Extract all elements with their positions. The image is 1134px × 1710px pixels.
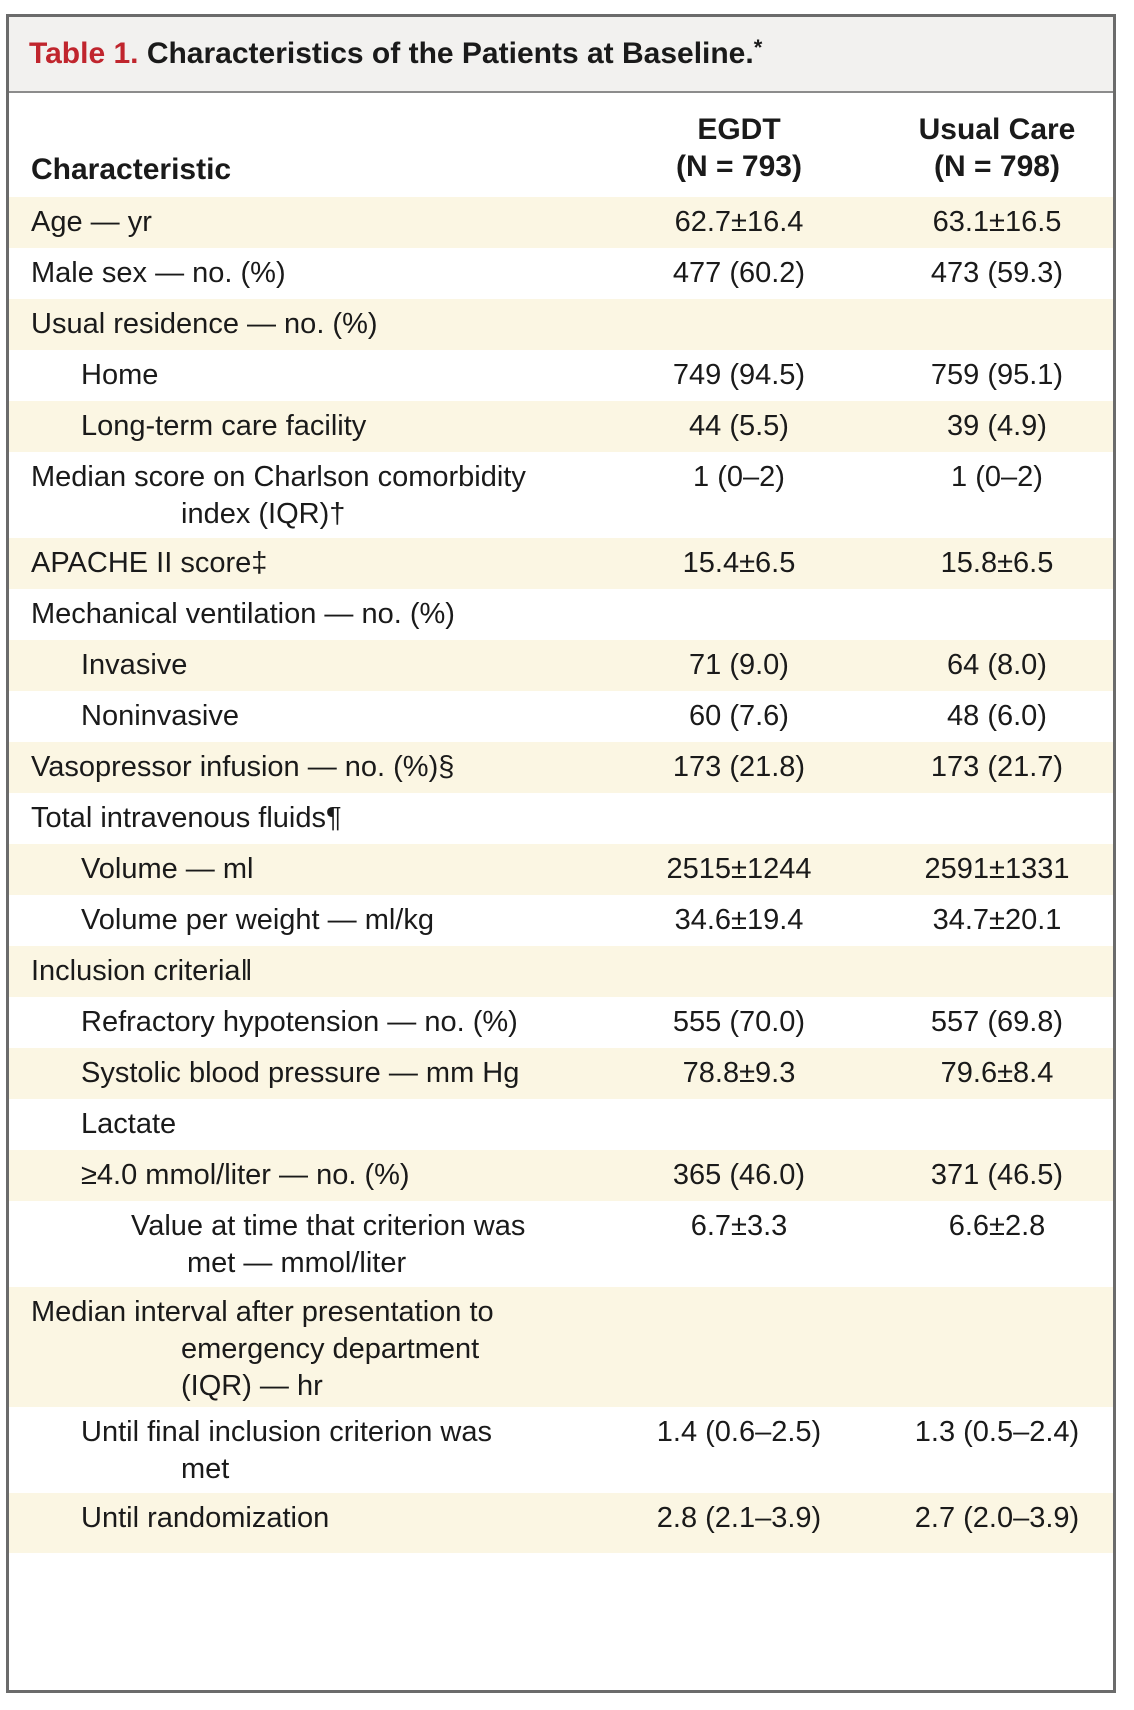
- egdt-value: 477 (60.2): [672, 257, 806, 289]
- table-row: Until randomization 2.8 (2.1–3.9) 2.7 (2…: [9, 1493, 1113, 1553]
- table-header: Characteristic EGDT (N = 793) Usual Care…: [9, 93, 1113, 197]
- table-row: Systolic blood pressure — mm Hg 78.8±9.3…: [9, 1048, 1113, 1099]
- usual-care-value: 48 (6.0): [947, 700, 1047, 732]
- table-title-footnote-mark: *: [753, 35, 763, 60]
- table-row: Age — yr 62.7±16.4 63.1±16.5: [9, 197, 1113, 248]
- header-egdt-n: (N = 793): [676, 150, 802, 183]
- row-label: Mechanical ventilation — no. (%): [31, 598, 455, 630]
- egdt-value: 1 (0–2): [693, 461, 785, 493]
- row-label: Systolic blood pressure — mm Hg: [81, 1057, 520, 1089]
- table-row: Until final inclusion criterion was met …: [9, 1407, 1113, 1493]
- egdt-value: 44 (5.5): [689, 410, 789, 442]
- row-label: Refractory hypotension — no. (%): [81, 1006, 518, 1038]
- usual-care-value: 6.6±2.8: [948, 1210, 1046, 1242]
- row-label: Lactate: [81, 1108, 177, 1140]
- usual-care-value: 2.7 (2.0–3.9): [914, 1502, 1080, 1534]
- header-usual-care: Usual Care (N = 798): [877, 111, 1113, 185]
- header-egdt: EGDT (N = 793): [619, 111, 859, 185]
- table-row: APACHE II score‡ 15.4±6.5 15.8±6.5: [9, 538, 1113, 589]
- row-label: Until final inclusion criterion was: [81, 1416, 492, 1448]
- table-row: ≥4.0 mmol/liter — no. (%) 365 (46.0) 371…: [9, 1150, 1113, 1201]
- table-row: Noninvasive 60 (7.6) 48 (6.0): [9, 691, 1113, 742]
- table-title-label: Table 1.: [29, 37, 139, 70]
- row-label-continuation: index (IQR)†: [181, 498, 346, 530]
- table-row: Median score on Charlson comorbidity ind…: [9, 452, 1113, 538]
- table-row: Median interval after presentation to em…: [9, 1287, 1113, 1407]
- egdt-value: 62.7±16.4: [674, 206, 804, 238]
- table-title: Table 1. Characteristics of the Patients…: [9, 17, 1113, 93]
- egdt-value: 749 (94.5): [672, 359, 806, 391]
- egdt-value: 365 (46.0): [672, 1159, 806, 1191]
- table-frame: Table 1. Characteristics of the Patients…: [6, 14, 1116, 1693]
- egdt-value: 555 (70.0): [672, 1006, 806, 1038]
- row-label-continuation: met — mmol/liter: [187, 1247, 407, 1279]
- table-row: Usual residence — no. (%): [9, 299, 1113, 350]
- table-row: Volume per weight — ml/kg 34.6±19.4 34.7…: [9, 895, 1113, 946]
- row-label-continuation: met: [181, 1453, 230, 1485]
- usual-care-value: 1.3 (0.5–2.4): [914, 1416, 1080, 1448]
- usual-care-value: 2591±1331: [924, 853, 1070, 885]
- egdt-value: 2515±1244: [666, 853, 812, 885]
- usual-care-value: 557 (69.8): [930, 1006, 1064, 1038]
- row-label: Male sex — no. (%): [31, 257, 286, 289]
- egdt-value: 34.6±19.4: [674, 904, 804, 936]
- usual-care-value: 371 (46.5): [930, 1159, 1064, 1191]
- egdt-value: 78.8±9.3: [682, 1057, 796, 1089]
- table-row: Male sex — no. (%) 477 (60.2) 473 (59.3): [9, 248, 1113, 299]
- row-label: Volume — ml: [81, 853, 254, 885]
- usual-care-value: 473 (59.3): [930, 257, 1064, 289]
- table-row: Inclusion criteria‖: [9, 946, 1113, 997]
- row-label: Long-term care facility: [81, 410, 367, 442]
- usual-care-value: 64 (8.0): [947, 649, 1047, 681]
- table-row: Refractory hypotension — no. (%) 555 (70…: [9, 997, 1113, 1048]
- row-label: Volume per weight — ml/kg: [81, 904, 434, 936]
- header-usual-care-name: Usual Care: [918, 113, 1076, 146]
- row-label: Total intravenous fluids¶: [31, 802, 342, 834]
- header-characteristic: Characteristic: [31, 153, 232, 186]
- header-egdt-name: EGDT: [697, 113, 781, 146]
- row-label: APACHE II score‡: [31, 547, 268, 579]
- table-title-text: Characteristics of the Patients at Basel…: [138, 37, 754, 70]
- usual-care-value: 39 (4.9): [947, 410, 1047, 442]
- table-row: Value at time that criterion was met — m…: [9, 1201, 1113, 1287]
- table-row: Vasopressor infusion — no. (%)§ 173 (21.…: [9, 742, 1113, 793]
- egdt-value: 60 (7.6): [689, 700, 789, 732]
- egdt-value: 6.7±3.3: [690, 1210, 788, 1242]
- table-row: Home 749 (94.5) 759 (95.1): [9, 350, 1113, 401]
- egdt-value: 71 (9.0): [689, 649, 789, 681]
- table-row: Total intravenous fluids¶: [9, 793, 1113, 844]
- row-label: Noninvasive: [81, 700, 239, 732]
- header-usual-care-n: (N = 798): [934, 150, 1060, 183]
- row-label: Vasopressor infusion — no. (%)§: [31, 751, 455, 783]
- usual-care-value: 79.6±8.4: [940, 1057, 1054, 1089]
- egdt-value: 173 (21.8): [672, 751, 806, 783]
- table-row: Volume — ml 2515±1244 2591±1331: [9, 844, 1113, 895]
- table-row: Mechanical ventilation — no. (%): [9, 589, 1113, 640]
- usual-care-value: 173 (21.7): [930, 751, 1064, 783]
- row-label: Home: [81, 359, 159, 391]
- row-label: Median interval after presentation to: [31, 1296, 494, 1328]
- row-label: Value at time that criterion was: [131, 1210, 526, 1242]
- egdt-value: 15.4±6.5: [682, 547, 796, 579]
- egdt-value: 1.4 (0.6–2.5): [656, 1416, 822, 1448]
- table-body: Age — yr 62.7±16.4 63.1±16.5 Male sex — …: [9, 197, 1113, 1553]
- row-label-continuation: emergency department: [181, 1333, 480, 1365]
- row-label: Until randomization: [81, 1502, 330, 1534]
- row-label: ≥4.0 mmol/liter — no. (%): [81, 1159, 410, 1191]
- table-row: Invasive 71 (9.0) 64 (8.0): [9, 640, 1113, 691]
- row-label: Invasive: [81, 649, 188, 681]
- row-label: Usual residence — no. (%): [31, 308, 378, 340]
- usual-care-value: 1 (0–2): [951, 461, 1043, 493]
- usual-care-value: 759 (95.1): [930, 359, 1064, 391]
- row-label: Inclusion criteria‖: [31, 955, 253, 987]
- egdt-value: 2.8 (2.1–3.9): [656, 1502, 822, 1534]
- row-label-continuation: (IQR) — hr: [181, 1370, 323, 1402]
- usual-care-value: 34.7±20.1: [932, 904, 1062, 936]
- row-label: Median score on Charlson comorbidity: [31, 461, 526, 493]
- table-row: Lactate: [9, 1099, 1113, 1150]
- table-row: Long-term care facility 44 (5.5) 39 (4.9…: [9, 401, 1113, 452]
- usual-care-value: 15.8±6.5: [940, 547, 1054, 579]
- usual-care-value: 63.1±16.5: [932, 206, 1062, 238]
- row-label: Age — yr: [31, 206, 152, 238]
